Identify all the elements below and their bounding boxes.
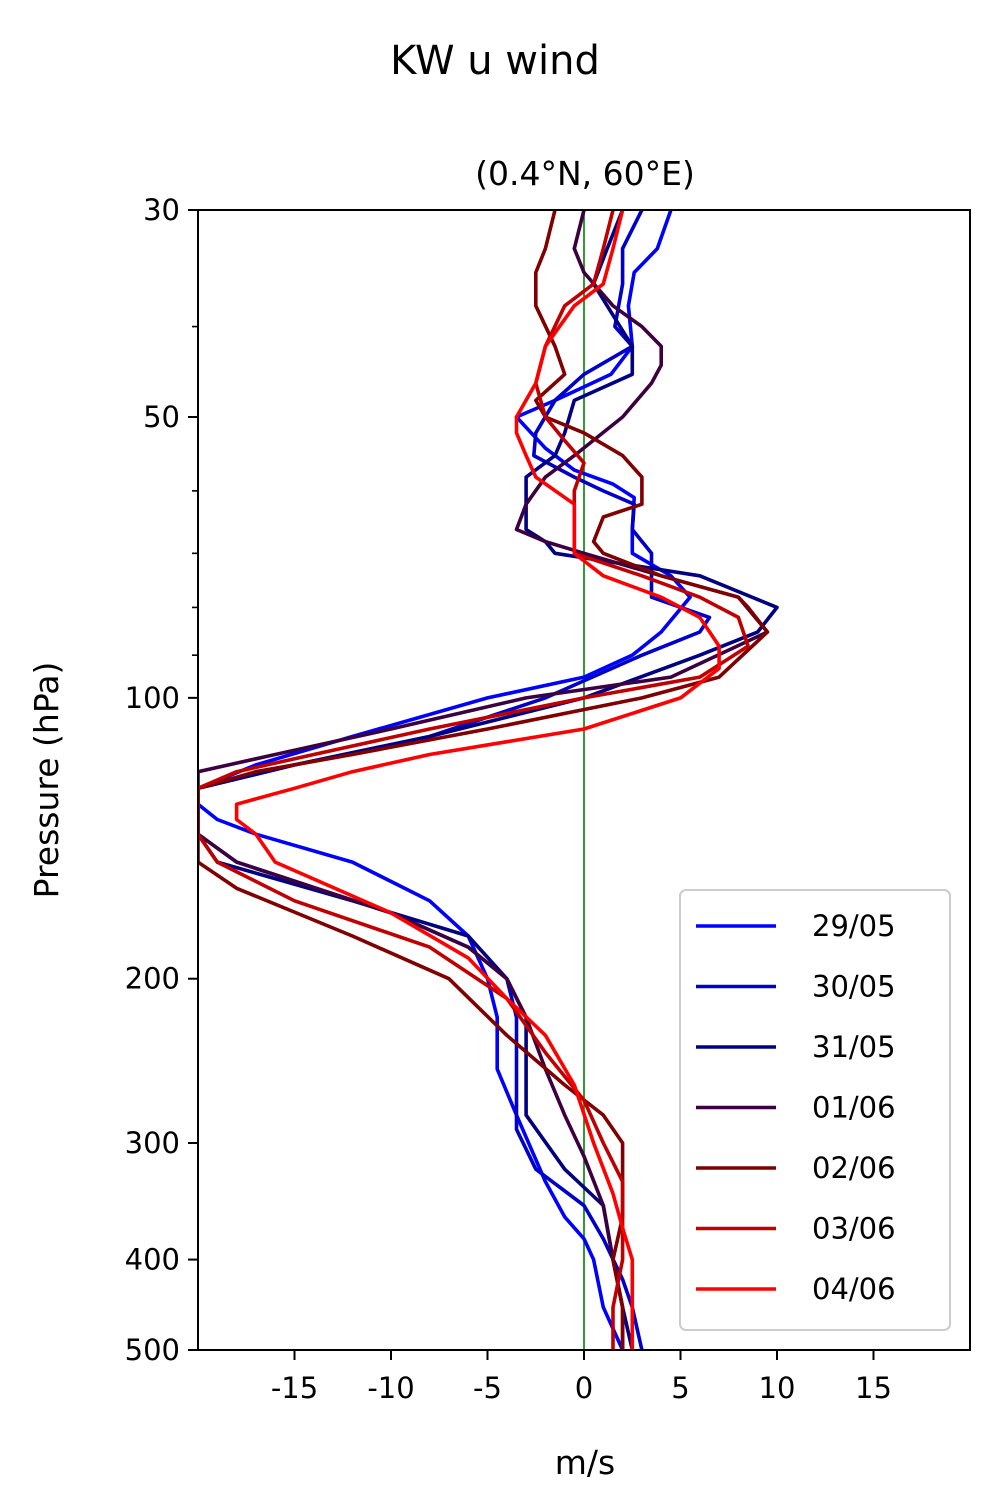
y-tick-label: 500 — [125, 1333, 180, 1367]
x-tick-label: -10 — [367, 1371, 414, 1405]
axes-layer: -15 -10 -5 0 5 10 15 30 50 100 200 300 400 500 — [125, 193, 971, 1405]
series-line-03-06 — [198, 210, 750, 1350]
x-tick-label: -5 — [473, 1371, 502, 1405]
y-tick-label: 400 — [125, 1243, 180, 1277]
x-tick-label: -15 — [271, 1371, 318, 1405]
y-tick-label: 200 — [125, 962, 180, 996]
legend-box — [679, 889, 951, 1331]
y-tick-label: 50 — [143, 400, 180, 434]
legend-label: 30/05 — [812, 970, 896, 1004]
series-line-01-06 — [198, 210, 770, 1350]
series-line-30-05 — [198, 210, 712, 1350]
legend-label: 29/05 — [812, 909, 896, 943]
legend-label: 03/06 — [812, 1212, 896, 1246]
y-tick-label: 30 — [143, 193, 180, 227]
y-tick-label: 100 — [125, 681, 180, 715]
legend-label: 02/06 — [812, 1151, 896, 1185]
x-axis-label: m/s — [555, 1443, 615, 1482]
chart-subtitle: (0.4°N, 60°E) — [475, 154, 695, 193]
x-tick-label: 10 — [759, 1371, 796, 1405]
y-tick-label: 300 — [125, 1126, 180, 1160]
legend-label: 01/06 — [812, 1091, 896, 1125]
x-tick-label: 15 — [855, 1371, 892, 1405]
series-layer — [198, 210, 779, 1350]
legend: 29/05 30/05 31/05 01/06 02/06 03/06 04/06 — [679, 889, 951, 1331]
x-tick-label: 5 — [671, 1371, 689, 1405]
legend-label: 04/06 — [812, 1272, 896, 1306]
y-axis-label: Pressure (hPa) — [27, 662, 66, 899]
chart-title: KW u wind — [390, 38, 600, 84]
series-line-04-06 — [234, 210, 721, 1350]
x-tick-label: 0 — [575, 1371, 593, 1405]
legend-label: 31/05 — [812, 1030, 896, 1064]
